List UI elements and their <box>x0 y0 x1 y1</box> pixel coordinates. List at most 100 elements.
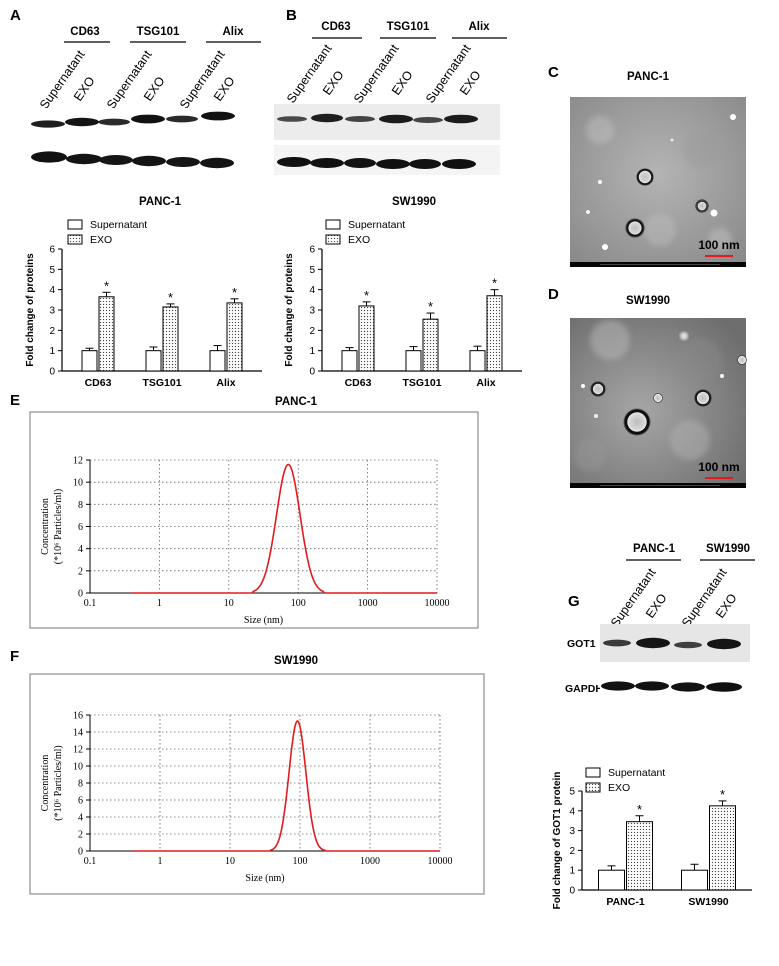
y-tick-label: 10 <box>73 762 83 773</box>
blot-band <box>442 159 476 169</box>
x-axis-label: Size (nm) <box>244 615 283 626</box>
bar <box>626 821 653 891</box>
size-distribution-chart-e: PANC-1 0.1 1 10 100 1000 10000 0 2 4 6 8 10 12 Size (n… <box>40 396 450 626</box>
chart-frame <box>29 673 485 895</box>
significance-mark: * <box>232 285 237 300</box>
x-tick-label: 1 <box>157 598 162 609</box>
significance-mark: * <box>104 278 109 293</box>
tem-title-panc1: PANC-1 <box>627 71 670 83</box>
panel-b: B CD63 TSG101 Alix Supernatant EXO Super… <box>274 7 522 389</box>
exosome-membrane <box>637 169 653 185</box>
chart-title: PANC-1 <box>139 196 182 208</box>
y-tick-label: 6 <box>78 522 83 533</box>
particle <box>598 180 602 184</box>
particle <box>710 209 718 217</box>
size-distribution-curve <box>132 720 440 852</box>
western-blot-b <box>274 104 500 175</box>
blot-row-label-got1: GOT1 <box>567 638 596 650</box>
blot-band <box>166 115 198 123</box>
x-tick-label: 1000 <box>360 856 380 867</box>
exosome-vesicle <box>737 355 747 365</box>
bar <box>98 296 115 372</box>
significance-mark: * <box>364 288 369 303</box>
blot-band <box>345 116 375 122</box>
y-axis-label: Fold change of GOT1 protein <box>552 772 563 910</box>
y-tick-label: 16 <box>73 711 83 722</box>
bar <box>405 350 422 372</box>
panel-a-lane-labels: Supernatant EXO Supernatant EXO Supernat… <box>37 47 238 111</box>
panel-b-group-headers: CD63 TSG101 Alix <box>312 21 507 39</box>
x-tick-label: 10000 <box>428 856 453 867</box>
panel-a: A CD63 TSG101 Alix Supernatant EXO Super… <box>10 7 262 389</box>
x-tick-label: 0.1 <box>84 856 97 867</box>
x-tick-label: 1000 <box>358 598 378 609</box>
bar <box>681 869 708 891</box>
lane-label: EXO <box>389 68 416 98</box>
western-blot-g <box>600 624 750 702</box>
blot-band <box>601 681 635 691</box>
size-distribution-chart-f: SW1990 0.1 1 10 100 1000 10000 0 2 4 6 8 10 12 14 16 Siz… <box>40 655 453 884</box>
exosome-vesicles <box>581 332 747 436</box>
y-tick-label: 3 <box>309 306 315 317</box>
x-tick-label: 0.1 <box>84 598 97 609</box>
bar <box>341 350 358 372</box>
legend-label: Supernatant <box>90 219 147 231</box>
blot-row-top <box>277 113 478 124</box>
panel-d: D SW1990 <box>548 286 747 488</box>
bar <box>486 295 503 372</box>
legend-swatch <box>325 234 341 245</box>
blot-band <box>98 118 130 126</box>
lane-label: EXO <box>211 74 238 104</box>
y-tick-label: 2 <box>49 326 55 337</box>
x-category-label: Alix <box>216 377 235 389</box>
x-tick-label: 100 <box>293 856 308 867</box>
panel-g-lane-labels: Supernatant EXO Supernatant EXO <box>608 565 740 629</box>
blot-band <box>603 639 631 647</box>
blot-band <box>166 157 200 167</box>
blot-band <box>277 116 307 122</box>
particle <box>680 332 688 340</box>
y-tick-label: 0 <box>78 589 83 600</box>
exosome-membrane <box>696 200 708 212</box>
y-tick-label: 4 <box>78 813 83 824</box>
x-tick-label: 10000 <box>425 598 450 609</box>
bar <box>709 805 736 891</box>
group-header-cd63: CD63 <box>321 21 350 33</box>
blot-band <box>344 158 376 168</box>
lane-label: EXO <box>320 68 347 98</box>
particle <box>670 138 674 142</box>
group-header-alix: Alix <box>468 21 490 33</box>
legend-label: Supernatant <box>608 767 665 779</box>
y-tick-label: 4 <box>309 285 315 296</box>
blot-band <box>131 114 165 124</box>
bar <box>469 350 486 372</box>
y-tick-label: 5 <box>49 265 55 276</box>
y-tick-label: 2 <box>78 830 83 841</box>
bar <box>598 869 625 891</box>
x-axis-label: Size (nm) <box>245 873 284 884</box>
x-tick-label: 1 <box>158 856 163 867</box>
legend-label: EXO <box>90 234 112 246</box>
x-category-label: CD63 <box>85 377 112 389</box>
y-tick-label: 6 <box>49 245 55 256</box>
y-tick-label: 14 <box>73 728 83 739</box>
significance-mark: * <box>428 299 433 314</box>
bar-chart-g: Supernatant EXO 0 1 2 3 4 5 Fold change of GOT1 … <box>552 767 752 909</box>
bar <box>358 305 375 372</box>
bar-chart-b: SW1990 Supernatant EXO 0 1 2 3 4 5 6 Fold change o… <box>284 196 522 389</box>
group-header-sw1990: SW1990 <box>706 543 750 555</box>
legend-swatch <box>325 219 341 230</box>
y-axis-label: Concentration <box>40 755 51 812</box>
y-tick-label: 1 <box>309 346 315 357</box>
blot-band <box>31 151 67 163</box>
panel-label-a: A <box>10 7 21 24</box>
lane-label: Supernatant <box>608 565 659 629</box>
bar-chart-a: PANC-1 Supernatant EXO 0 1 2 3 4 5 6 Fold change o… <box>25 196 262 389</box>
lane-label: EXO <box>457 68 484 98</box>
y-tick-label: 2 <box>78 566 83 577</box>
particle <box>581 384 585 388</box>
y-tick-label: 5 <box>569 787 575 798</box>
blot-band <box>444 114 478 124</box>
panel-label-c: C <box>548 64 559 81</box>
